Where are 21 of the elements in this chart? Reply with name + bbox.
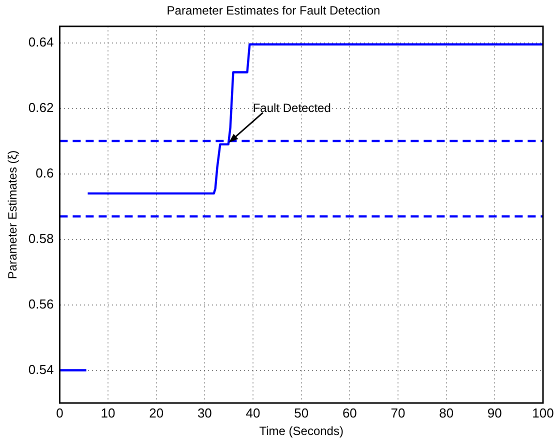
x-tick-label: 60 <box>342 405 357 420</box>
x-tick-label: 0 <box>56 405 64 420</box>
y-axis-title: Parameter Estimates (ξ) <box>6 150 20 280</box>
y-tick-label: 0.56 <box>28 296 54 312</box>
y-tick-label: 0.62 <box>28 100 54 115</box>
y-tick-label: 0.54 <box>28 362 54 377</box>
annotation: Fault Detected <box>252 100 331 115</box>
x-tick-label: 70 <box>390 405 406 420</box>
y-tick-label: 0.64 <box>28 34 54 50</box>
x-tick-label: 10 <box>100 405 116 420</box>
chart-title: Parameter Estimates for Fault Detection <box>166 4 380 18</box>
x-tick-label: 40 <box>246 405 260 420</box>
x-tick-label: 20 <box>149 405 164 420</box>
y-tick-label: 0.58 <box>28 230 54 246</box>
x-tick-label: 30 <box>197 405 212 420</box>
y-tick-label: 0.6 <box>36 165 54 180</box>
x-tick-label: 100 <box>532 405 554 420</box>
x-axis-title: Time (Seconds) <box>259 424 344 438</box>
x-tick-label: 80 <box>439 405 454 420</box>
x-tick-label: 90 <box>487 405 502 420</box>
x-tick-label: 50 <box>294 405 309 420</box>
